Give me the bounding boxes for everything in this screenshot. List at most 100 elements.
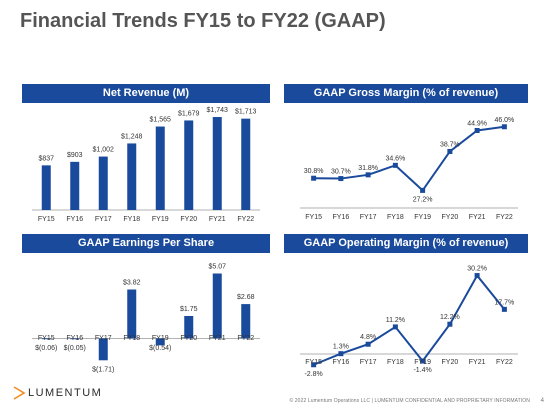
- tick-label: FY15: [305, 214, 322, 221]
- tick-label: FY19: [414, 359, 431, 366]
- bar: [41, 165, 51, 210]
- bar: [127, 289, 137, 339]
- tick-label: FY22: [496, 359, 513, 366]
- data-label: 27.2%: [413, 196, 433, 203]
- data-point: [474, 127, 480, 133]
- footer-copyright: © 2022 Lumentum Operations LLC | LUMENTU…: [289, 398, 530, 404]
- bar: [212, 117, 222, 210]
- tick-label: FY21: [209, 216, 226, 223]
- lumentum-logo-icon: [13, 386, 26, 400]
- data-label: 46.0%: [494, 117, 514, 124]
- tick-label: FY16: [333, 214, 350, 221]
- tick-label: FY17: [360, 214, 377, 221]
- data-label: 30.2%: [467, 266, 487, 273]
- tick-label: FY18: [123, 216, 140, 223]
- tick-label: FY21: [209, 335, 226, 342]
- data-label: 30.7%: [331, 169, 351, 176]
- tick-label: FY20: [442, 214, 459, 221]
- bar: [241, 118, 251, 210]
- data-label: $2.68: [237, 294, 255, 301]
- data-label: 11.2%: [386, 317, 405, 324]
- data-label: $1,002: [93, 147, 115, 154]
- data-point: [420, 358, 426, 364]
- lumentum-logo: LUMENTUM: [12, 386, 102, 400]
- data-label: 12.2%: [440, 314, 460, 321]
- data-point: [311, 362, 317, 368]
- data-label: $(1.71): [92, 366, 114, 373]
- data-point: [392, 324, 398, 330]
- data-point: [365, 172, 371, 178]
- bar: [212, 273, 222, 339]
- tick-label: FY18: [123, 335, 140, 342]
- bar: [98, 156, 108, 210]
- data-point: [474, 273, 480, 279]
- data-label: -1.4%: [413, 367, 431, 374]
- data-label: $1,565: [150, 117, 172, 124]
- tick-label: FY22: [237, 216, 254, 223]
- tick-label: FY20: [442, 359, 459, 366]
- gross-margin-chart: FY15 FY16 FY17 FY18 FY19 FY20 FY21 FY22 30.8% 30.…: [300, 117, 518, 221]
- data-label: $(0.06): [35, 345, 57, 352]
- series-line: [313, 273, 506, 366]
- tick-label: FY17: [95, 216, 112, 223]
- data-point: [447, 321, 453, 327]
- data-label: 31.8%: [358, 165, 378, 172]
- data-point: [447, 148, 453, 154]
- data-label: $837: [38, 155, 54, 162]
- bar: [127, 143, 137, 210]
- bar: [184, 316, 194, 339]
- data-label: $1,679: [178, 110, 200, 117]
- tick-label: FY15: [305, 359, 322, 366]
- bar: [70, 338, 80, 340]
- bar: [241, 304, 251, 339]
- data-point: [338, 176, 344, 182]
- data-point: [392, 162, 398, 168]
- bar: [184, 120, 194, 210]
- data-label: $3.82: [123, 280, 141, 287]
- data-label: 38.7%: [440, 141, 460, 148]
- tick-label: FY17: [360, 359, 377, 366]
- bar: [41, 338, 51, 340]
- tick-label: FY16: [66, 335, 83, 342]
- data-label: $1,248: [121, 133, 143, 140]
- tick-label: FY15: [38, 216, 55, 223]
- tick-label: FY17: [95, 335, 112, 342]
- data-point: [338, 351, 344, 357]
- data-label: 1.3%: [333, 344, 349, 351]
- tick-label: FY18: [387, 359, 404, 366]
- tick-label: FY19: [152, 335, 169, 342]
- logo-text: LUMENTUM: [28, 387, 103, 399]
- data-label: 4.8%: [360, 334, 376, 341]
- revenue-chart-header: Net Revenue (M): [22, 84, 270, 103]
- data-label: $1,743: [207, 107, 229, 114]
- tick-label: FY20: [180, 216, 197, 223]
- data-label: 17.7%: [494, 299, 514, 306]
- data-point: [420, 187, 426, 193]
- tick-label: FY16: [66, 216, 83, 223]
- data-point: [501, 306, 507, 312]
- data-label: $(0.05): [64, 345, 86, 352]
- eps-chart: FY15 FY16 FY17 FY18 FY19 FY20 FY21 FY22 $(0.06) $…: [32, 264, 260, 373]
- tick-label: FY15: [38, 335, 55, 342]
- data-label: $(0.54): [149, 345, 171, 352]
- data-point: [365, 341, 371, 347]
- tick-label: FY18: [387, 214, 404, 221]
- data-point: [501, 124, 507, 130]
- revenue-chart: FY15 FY16 FY17 FY18 FY19 FY20 FY21 FY22 $837 $903…: [32, 107, 260, 223]
- data-label: $1.75: [180, 306, 198, 313]
- series-line: [313, 125, 505, 192]
- tick-label: FY16: [333, 359, 350, 366]
- bar: [70, 161, 80, 210]
- page-number: 4: [540, 398, 544, 404]
- slide-title: Financial Trends FY15 to FY22 (GAAP): [20, 10, 386, 32]
- tick-label: FY22: [237, 335, 254, 342]
- data-point: [311, 175, 317, 181]
- tick-label: FY22: [496, 214, 513, 221]
- data-label: 44.9%: [467, 120, 487, 127]
- tick-label: FY21: [469, 359, 486, 366]
- bar: [98, 338, 108, 361]
- bar: [155, 126, 165, 210]
- tick-label: FY20: [180, 335, 197, 342]
- data-label: 34.6%: [385, 155, 405, 162]
- data-label: $1,713: [235, 109, 257, 116]
